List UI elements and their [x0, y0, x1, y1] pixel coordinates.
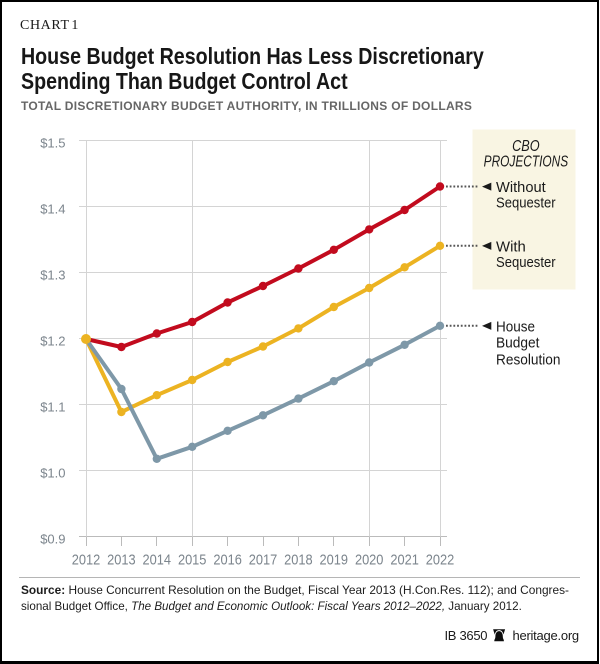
- svg-text:$1.5: $1.5: [40, 136, 65, 151]
- svg-text:2012: 2012: [72, 552, 101, 569]
- svg-text:2022: 2022: [426, 552, 455, 569]
- svg-text:$1.0: $1.0: [40, 466, 65, 481]
- svg-text:$1.3: $1.3: [40, 268, 65, 283]
- svg-text:2016: 2016: [213, 552, 242, 569]
- svg-text:2020: 2020: [355, 552, 384, 569]
- svg-text:Resolution: Resolution: [496, 352, 561, 369]
- svg-text:2017: 2017: [249, 552, 278, 569]
- svg-text:2018: 2018: [284, 552, 313, 569]
- svg-text:2021: 2021: [390, 552, 419, 569]
- svg-text:PROJECTIONS: PROJECTIONS: [484, 154, 569, 171]
- svg-text:2019: 2019: [320, 552, 349, 569]
- svg-text:$1.2: $1.2: [40, 334, 65, 349]
- svg-text:2013: 2013: [107, 552, 136, 569]
- svg-text:$1.1: $1.1: [40, 400, 65, 415]
- svg-text:$0.9: $0.9: [40, 532, 65, 547]
- svg-text:Sequester: Sequester: [496, 194, 556, 211]
- svg-text:2014: 2014: [143, 552, 172, 569]
- svg-text:2015: 2015: [178, 552, 207, 569]
- svg-text:Budget: Budget: [496, 335, 540, 352]
- svg-text:House: House: [496, 319, 535, 336]
- svg-text:Without: Without: [496, 179, 547, 196]
- svg-text:CBO: CBO: [512, 138, 540, 155]
- svg-text:Sequester: Sequester: [496, 254, 556, 271]
- svg-text:$1.4: $1.4: [40, 202, 65, 217]
- svg-text:With: With: [496, 239, 526, 256]
